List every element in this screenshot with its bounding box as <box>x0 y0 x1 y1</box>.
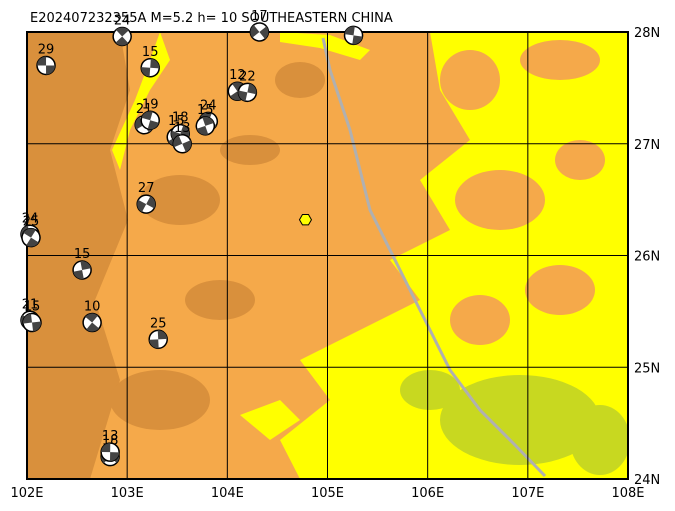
beachball <box>343 25 364 46</box>
depth-label: 24 <box>200 98 217 113</box>
beachball <box>72 260 92 280</box>
beachball-quadrant <box>196 116 214 135</box>
beachball <box>136 194 156 214</box>
beachball-quadrant <box>149 330 168 349</box>
epicenter <box>298 214 313 226</box>
beachball <box>100 442 120 462</box>
beachball-quadrant <box>141 111 159 130</box>
beachball <box>112 26 132 47</box>
depth-label: 13 <box>174 121 191 136</box>
beachball-quadrant <box>137 196 156 213</box>
depth-label: 27 <box>138 181 155 196</box>
depth-label: 18 <box>172 111 189 126</box>
beachball <box>249 22 270 42</box>
depth-label: 19 <box>142 97 159 112</box>
depth-label: 22 <box>239 69 256 84</box>
beachball-quadrant <box>344 26 363 45</box>
depth-label: 24 <box>22 211 39 226</box>
depth-label: 13 <box>102 429 119 444</box>
beachball-quadrant <box>37 56 56 75</box>
depth-label: 12 <box>229 68 246 83</box>
beachball <box>21 227 41 248</box>
depth-label: 15 <box>142 45 159 60</box>
lon-tick-label: 103E <box>111 486 144 501</box>
beachball-quadrant <box>141 58 160 77</box>
beachball <box>140 58 160 78</box>
depth-label: 15 <box>197 103 214 118</box>
beachball <box>148 329 168 350</box>
beachball-quadrant <box>115 27 129 46</box>
beachball <box>195 116 216 136</box>
lon-tick-label: 106E <box>411 486 444 501</box>
beachball <box>36 55 56 76</box>
lon-tick-label: 104E <box>211 486 244 501</box>
map-frame <box>26 31 629 480</box>
map-title: E202407232355A M=5.2 h= 10 SOUTHEASTERN … <box>30 11 393 26</box>
beachball-quadrant <box>101 443 120 462</box>
lon-tick-label: 108E <box>611 486 644 501</box>
beachball-quadrant <box>23 313 41 332</box>
beachball-quadrant <box>173 135 192 153</box>
depth-label: 17 <box>251 9 268 24</box>
lat-tick-label: 25N <box>634 361 660 376</box>
depth-label: 29 <box>38 43 55 58</box>
depth-label: 15 <box>74 247 91 262</box>
beachball-quadrant <box>23 228 39 247</box>
beachball <box>172 134 193 154</box>
lat-tick-label: 28N <box>634 26 660 41</box>
depth-label: 25 <box>23 215 40 230</box>
beachball <box>22 312 42 333</box>
depth-label: 24 <box>114 13 131 28</box>
beachball-quadrant <box>238 83 257 102</box>
beachball-quadrant <box>250 25 269 39</box>
lat-tick-label: 26N <box>634 250 660 265</box>
lon-tick-label: 105E <box>311 486 344 501</box>
lon-tick-label: 102E <box>10 486 43 501</box>
depth-label: 10 <box>84 300 101 315</box>
beachball <box>237 82 258 103</box>
beachball-quadrant <box>73 261 91 280</box>
lat-tick-label: 27N <box>634 138 660 153</box>
beachball-quadrant <box>85 313 100 332</box>
depth-label: 15 <box>24 300 41 315</box>
depth-label: 21 <box>22 297 39 312</box>
lon-tick-label: 107E <box>511 486 544 501</box>
lat-tick-label: 24N <box>634 473 660 488</box>
beachball <box>82 312 102 333</box>
beachball <box>140 110 160 131</box>
depth-label: 25 <box>150 316 167 331</box>
